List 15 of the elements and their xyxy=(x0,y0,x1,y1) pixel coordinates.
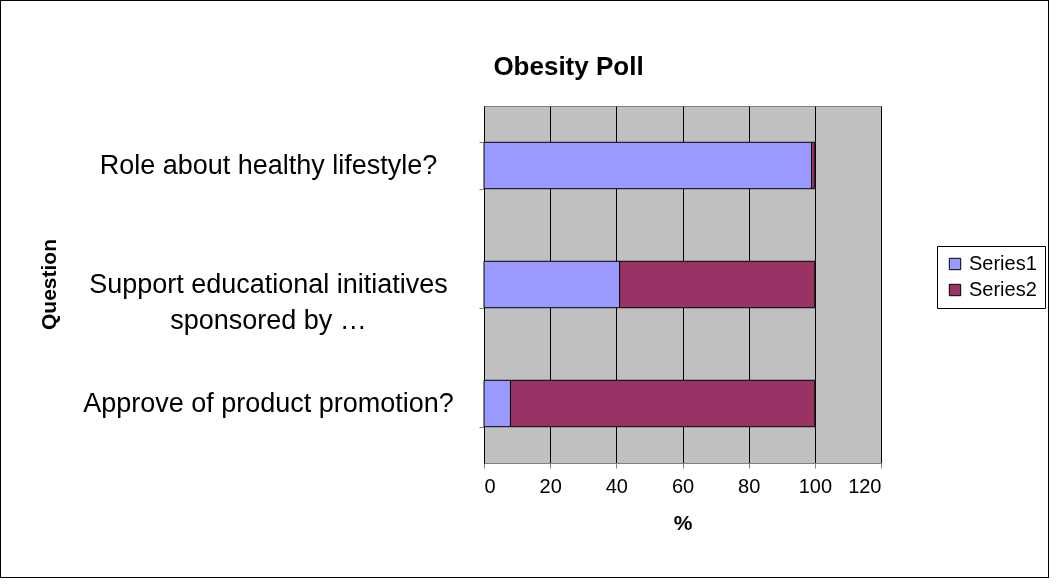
legend-label: Series1 xyxy=(969,252,1037,274)
y-tick-label: Role about healthy lifestyle? xyxy=(99,150,438,180)
legend-label: Series2 xyxy=(969,278,1037,300)
x-tick-label: 120 xyxy=(848,474,882,497)
x-tick-label: 100 xyxy=(798,474,833,497)
x-tick-label: 80 xyxy=(738,474,761,497)
y-tick-label: Support educational initiatives sponsored by … xyxy=(89,269,448,335)
x-tick-label: 0 xyxy=(484,474,496,497)
x-tick-label: 20 xyxy=(539,474,562,497)
x-axis-title: % xyxy=(673,510,693,534)
y-axis-title: Question xyxy=(36,238,60,331)
y-tick-label: Approve of product promotion? xyxy=(83,388,454,418)
x-tick-label: 40 xyxy=(605,474,628,497)
chart-title: Obesity Poll xyxy=(493,51,644,81)
x-tick-label: 60 xyxy=(671,474,695,497)
